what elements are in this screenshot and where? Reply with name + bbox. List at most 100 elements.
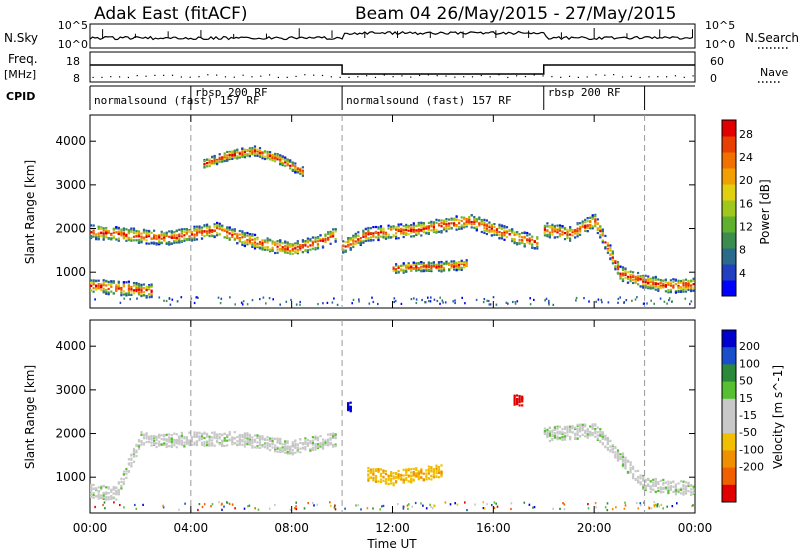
data-cell xyxy=(100,235,103,238)
data-cell xyxy=(412,222,415,225)
data-cell xyxy=(321,447,325,450)
data-cell xyxy=(349,408,352,411)
data-cell xyxy=(505,236,509,239)
data-cell xyxy=(463,226,466,229)
data-cell xyxy=(553,426,556,429)
data-cell xyxy=(392,234,395,237)
data-cell xyxy=(420,476,423,479)
data-cell xyxy=(427,225,430,228)
data-cell xyxy=(158,433,161,437)
data-cell xyxy=(221,444,224,447)
data-cell xyxy=(437,269,441,272)
data-cell xyxy=(127,230,130,233)
data-cell xyxy=(652,281,655,284)
ground-scatter-cell xyxy=(158,296,161,299)
data-cell xyxy=(402,262,405,265)
data-cell xyxy=(301,443,304,446)
data-cell xyxy=(395,237,398,240)
nave-point xyxy=(418,74,421,77)
data-cell xyxy=(299,170,302,173)
ground-scatter-cell xyxy=(548,299,550,302)
ground-scatter-cell xyxy=(439,296,441,299)
data-cell xyxy=(261,157,264,160)
ground-scatter-cell xyxy=(203,503,206,506)
data-cell xyxy=(516,403,519,406)
data-cell xyxy=(543,227,546,230)
data-cell xyxy=(243,153,246,156)
data-cell xyxy=(543,228,546,231)
data-cell xyxy=(546,431,549,435)
data-cell xyxy=(518,235,521,238)
data-cell xyxy=(511,240,514,243)
data-cell xyxy=(291,243,294,246)
data-cell xyxy=(526,231,529,235)
data-cell xyxy=(679,480,683,483)
data-cell xyxy=(563,228,567,231)
data-cell xyxy=(405,226,408,229)
data-cell xyxy=(395,481,398,484)
data-cell xyxy=(216,434,219,437)
data-cell xyxy=(263,248,267,251)
data-cell xyxy=(379,468,383,471)
data-cell xyxy=(664,486,667,489)
data-cell xyxy=(314,238,317,241)
data-cell xyxy=(569,237,572,240)
data-cell xyxy=(382,227,385,230)
data-cell xyxy=(571,427,574,430)
data-cell xyxy=(503,231,506,234)
data-cell xyxy=(473,222,476,225)
data-cell xyxy=(175,234,178,237)
data-cell xyxy=(206,440,209,443)
data-cell xyxy=(679,281,683,284)
data-cell xyxy=(677,279,680,282)
data-cell xyxy=(334,436,337,439)
data-cell xyxy=(364,232,367,235)
data-cell xyxy=(420,228,423,232)
data-cell xyxy=(611,447,614,450)
data-cell xyxy=(311,236,314,239)
data-cell xyxy=(306,441,309,445)
data-cell xyxy=(468,221,471,224)
data-cell xyxy=(173,234,176,237)
data-cell xyxy=(427,471,430,474)
data-cell xyxy=(558,224,562,227)
data-cell xyxy=(233,238,236,241)
data-cell xyxy=(614,454,617,457)
data-cell xyxy=(286,164,289,167)
data-cell xyxy=(286,452,289,455)
data-cell xyxy=(483,223,486,226)
data-cell xyxy=(513,231,516,234)
data-cell xyxy=(400,478,403,481)
data-cell xyxy=(304,437,307,440)
data-cell xyxy=(206,230,209,233)
data-cell xyxy=(132,227,136,230)
data-cell xyxy=(90,224,93,227)
ground-scatter-cell xyxy=(516,300,519,303)
nave-point xyxy=(674,75,677,77)
ground-scatter-cell xyxy=(352,298,355,301)
data-cell xyxy=(629,469,632,472)
data-cell xyxy=(415,269,418,272)
data-cell xyxy=(258,149,262,153)
nave-point xyxy=(392,76,394,78)
power-colorbar-swatch xyxy=(722,264,736,281)
data-cell xyxy=(279,249,282,253)
data-cell xyxy=(132,229,136,232)
data-cell xyxy=(594,424,597,427)
data-cell xyxy=(347,405,350,408)
data-cell xyxy=(321,237,325,241)
data-cell xyxy=(301,244,304,248)
data-cell xyxy=(584,229,587,232)
data-cell xyxy=(286,241,289,244)
data-cell xyxy=(594,435,597,438)
data-cell xyxy=(536,247,539,250)
ground-scatter-cell xyxy=(329,501,331,504)
data-cell xyxy=(458,219,461,222)
data-cell xyxy=(498,231,501,234)
data-cell xyxy=(576,430,579,433)
data-cell xyxy=(594,423,597,426)
data-cell xyxy=(218,233,221,236)
data-cell xyxy=(231,235,234,238)
data-cell xyxy=(102,234,105,237)
data-cell xyxy=(311,448,314,452)
